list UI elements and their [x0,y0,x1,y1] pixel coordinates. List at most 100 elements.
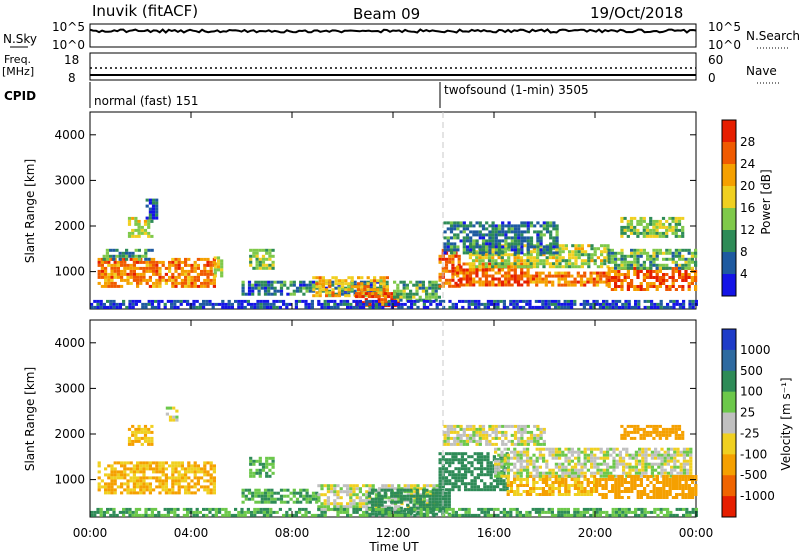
velocity-cell [636,424,640,428]
power-cell [655,257,659,261]
velocity-cell [164,479,168,483]
velocity-cell [489,476,493,480]
power-cell [116,263,120,267]
power-cell [152,257,156,261]
power-cell [605,277,609,281]
power-cell [507,230,511,234]
power-cell [255,266,259,270]
velocity-cell [454,455,458,459]
velocity-cell [431,503,435,507]
velocity-cell [302,497,306,501]
power-cell [642,288,646,291]
power-cell [598,305,602,309]
velocity-cell [240,507,244,511]
power-cell [503,262,508,266]
power-cell [611,299,615,303]
velocity-cell [486,455,490,459]
velocity-cell [642,430,646,434]
power-cell [109,248,113,252]
power-cell [617,266,621,270]
velocity-cell [660,465,664,469]
velocity-cell [561,493,565,496]
power-cell [317,302,321,306]
velocity-cell [564,490,568,493]
power-cell [614,279,618,282]
power-cell [678,273,682,276]
power-cell [144,251,148,255]
velocity-cell [566,507,570,511]
velocity-cell [501,424,505,428]
power-cell [214,302,218,306]
power-cell [633,225,637,229]
power-cell [610,251,614,255]
velocity-cell [689,447,693,451]
power-cell [593,262,597,266]
velocity-cell [601,478,605,481]
velocity-cell [410,484,414,488]
power-cell [132,269,136,273]
velocity-cell [155,467,159,471]
velocity-cell [551,471,555,475]
power-cell [131,254,135,258]
velocity-cell [409,500,413,504]
power-cell [323,305,327,309]
power-cell [526,277,530,281]
velocity-cell [106,507,110,511]
velocity-cell [467,507,471,511]
velocity-cell [483,482,487,486]
velocity-cell [434,503,439,507]
power-cell [614,257,618,261]
power-cell [593,247,597,251]
power-cell [472,248,476,252]
velocity-cell [564,468,568,472]
power-cell [541,302,545,306]
velocity-cell [620,496,624,499]
velocity-cell [551,456,555,460]
velocity-cell [193,464,197,468]
velocity-cell [522,468,526,472]
velocity-cell [655,478,659,481]
velocity-cell [483,473,487,477]
velocity-cell [339,487,343,491]
power-cell [273,286,277,290]
power-cell [468,274,473,278]
power-cell [456,268,460,272]
velocity-cell [265,465,269,469]
power-cell [200,284,204,288]
velocity-cell [186,510,190,514]
power-cell [292,280,296,284]
power-cell [618,299,622,303]
velocity-cell [574,450,578,454]
power-cell [665,219,669,223]
power-cell [626,282,630,285]
velocity-cell [454,476,458,480]
power-cell [227,302,231,306]
velocity-cell [598,493,602,496]
power-cell [393,295,397,299]
velocity-cell [453,436,457,440]
power-cell [633,248,637,252]
velocity-cell [694,484,698,487]
power-cell [380,298,384,302]
velocity-cell [492,485,496,489]
velocity-cell [497,453,501,457]
velocity-cell [289,491,293,495]
power-cell [662,279,666,282]
velocity-cell [193,476,197,480]
velocity-cell [513,493,517,496]
velocity-cell [534,507,538,511]
velocity-cell [454,482,458,486]
power-cell [93,305,97,309]
power-cell [481,245,486,249]
power-cell [665,279,669,282]
velocity-cell [542,427,546,431]
velocity-cell [687,490,691,493]
power-cell [120,263,124,267]
power-cell [678,276,682,279]
power-cell [494,262,498,266]
velocity-cell [636,493,640,496]
power-cell [497,271,501,275]
power-cell [286,286,290,290]
velocity-cell [445,510,449,514]
velocity-cell [602,450,606,454]
